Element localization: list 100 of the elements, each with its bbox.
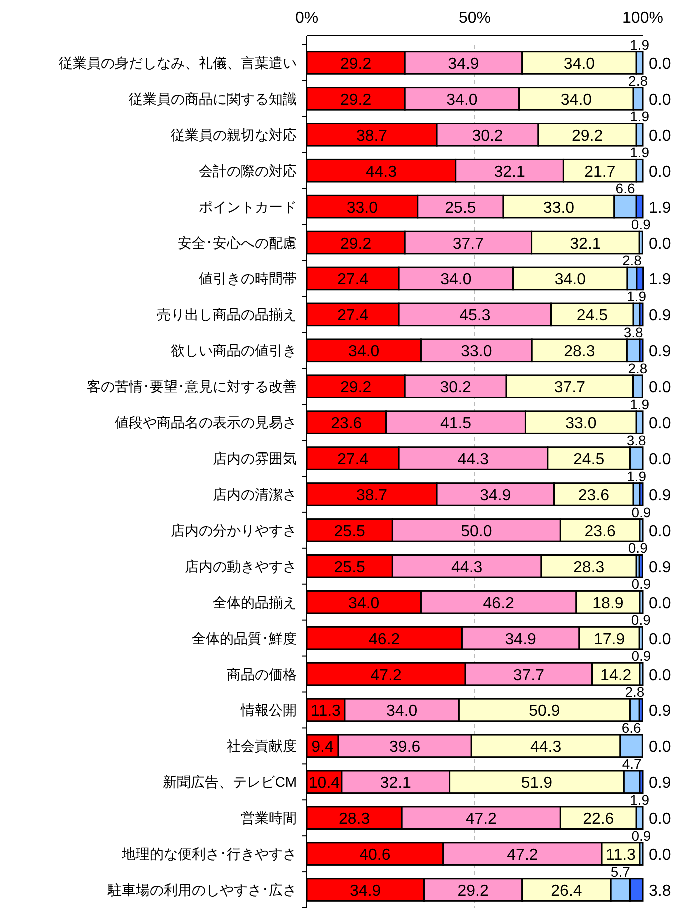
data-label: 24.5 (574, 452, 605, 469)
data-label: 32.1 (494, 164, 526, 181)
data-label: 47.2 (466, 811, 498, 828)
y-tick-label: 新聞広告、テレビCM (163, 774, 297, 790)
y-tick-label: 情報公開 (240, 702, 297, 718)
data-label: 1.9 (649, 200, 672, 217)
data-label: 0.0 (649, 452, 672, 469)
data-label: 34.0 (440, 272, 472, 289)
data-label: 0.9 (649, 775, 672, 792)
data-label: 1.9 (649, 272, 672, 289)
data-label: 1.9 (630, 144, 650, 161)
data-label: 30.2 (440, 380, 472, 397)
data-label: 37.7 (554, 380, 586, 397)
data-label: 50.9 (529, 703, 560, 720)
data-label: 29.2 (340, 92, 372, 109)
data-label: 0.9 (632, 828, 652, 844)
data-label: 41.5 (440, 416, 472, 433)
data-label: 29.2 (458, 883, 489, 900)
data-label: 40.6 (360, 847, 391, 864)
data-label: 9.4 (312, 739, 334, 756)
data-label: 21.7 (584, 164, 616, 181)
data-label: 44.3 (366, 164, 398, 181)
data-label: 33.0 (566, 416, 597, 433)
data-label: 27.4 (337, 272, 369, 289)
data-label: 3.8 (624, 324, 644, 340)
data-label: 4.7 (622, 756, 642, 772)
data-label: 0.9 (631, 216, 652, 233)
data-label: 46.2 (369, 631, 400, 648)
data-label: 34.9 (505, 631, 537, 648)
data-label: 0.9 (649, 344, 672, 361)
data-label: 34.0 (348, 595, 380, 612)
y-tick-label: ポイントカード (199, 198, 297, 215)
y-tick-label: 店内の分かりやすさ (171, 522, 297, 538)
y-tick-label: 営業時間 (241, 810, 297, 826)
data-label: 25.5 (445, 200, 476, 217)
data-label: 1.9 (630, 36, 650, 53)
data-label: 23.6 (584, 523, 616, 540)
data-label: 32.1 (380, 775, 412, 792)
data-label: 1.9 (630, 108, 650, 125)
data-label: 44.3 (530, 739, 562, 756)
data-label: 10.4 (308, 775, 340, 792)
data-label: 34.0 (446, 92, 478, 109)
data-label: 34.9 (350, 883, 382, 900)
data-label: 38.7 (356, 128, 388, 145)
data-label: 34.9 (480, 487, 512, 504)
data-label: 6.6 (622, 720, 642, 736)
data-label: 34.0 (386, 703, 418, 720)
data-label: 0.0 (649, 380, 672, 397)
y-tick-label: 客の苦情･要望･意見に対する改善 (87, 378, 297, 395)
data-label: 34.0 (564, 56, 596, 73)
data-label: 2.8 (625, 684, 645, 700)
data-label: 2.8 (628, 72, 648, 89)
data-label: 0.9 (649, 308, 672, 325)
y-tick-label: 駐車場の利用のしやすさ･広さ (107, 882, 297, 898)
data-label: 5.7 (610, 864, 631, 880)
data-label: 0.9 (649, 559, 672, 576)
data-label: 33.0 (461, 344, 492, 361)
y-tick-label: 欲しい商品の値引き (171, 342, 297, 359)
y-tick-label: 売り出し商品の品揃え (157, 306, 297, 323)
data-label: 0.0 (649, 128, 672, 145)
data-label: 26.4 (551, 883, 582, 900)
y-tick-label: 店内の動きやすさ (185, 558, 297, 574)
data-label: 1.9 (630, 396, 650, 412)
data-label: 0.9 (649, 487, 672, 504)
y-tick-label: 安全･安心への配慮 (178, 234, 297, 251)
data-label: 0.0 (649, 847, 672, 864)
data-label: 25.5 (334, 559, 366, 576)
data-label: 6.6 (616, 180, 636, 197)
y-tick-label: 値段や商品名の表示の見易さ (115, 414, 297, 431)
data-label: 33.0 (346, 200, 378, 217)
data-label: 0.0 (649, 811, 672, 828)
data-label: 29.2 (340, 236, 372, 253)
data-label: 37.7 (452, 236, 484, 253)
data-label: 32.1 (570, 236, 602, 253)
data-label: 0.9 (632, 648, 652, 664)
data-label: 45.3 (460, 308, 491, 325)
data-label: 1.9 (627, 288, 647, 305)
data-label: 28.3 (338, 811, 370, 828)
data-label: 1.9 (627, 468, 647, 484)
data-label: 0.9 (628, 540, 648, 556)
data-label: 39.6 (390, 739, 421, 756)
data-label: 28.3 (574, 559, 605, 576)
data-label: 0.0 (649, 631, 672, 648)
data-label: 29.2 (340, 56, 372, 73)
data-label: 18.9 (592, 595, 624, 612)
y-tick-label: 会計の際の対応 (199, 162, 297, 179)
data-label: 46.2 (483, 595, 515, 612)
data-label: 0.0 (649, 236, 672, 253)
data-label: 0.0 (649, 595, 672, 612)
data-label: 37.7 (513, 667, 545, 684)
y-tick-label: 従業員の身だしなみ、礼儀、言葉遣い (59, 54, 297, 71)
data-label: 0.0 (649, 523, 672, 540)
data-label: 14.2 (600, 667, 632, 684)
data-label: 33.0 (543, 200, 575, 217)
y-tick-label: 従業員の商品に関する知識 (129, 90, 297, 107)
data-label: 25.5 (334, 523, 366, 540)
data-label: 51.9 (521, 775, 553, 792)
data-label: 44.3 (452, 559, 483, 576)
data-label: 0.9 (649, 703, 672, 720)
data-label: 34.0 (560, 92, 592, 109)
